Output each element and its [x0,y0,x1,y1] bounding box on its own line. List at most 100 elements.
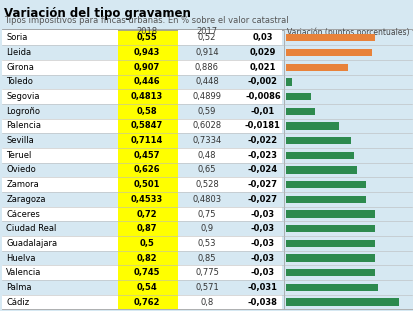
Text: 0,4899: 0,4899 [192,92,221,101]
Text: -0,01: -0,01 [250,107,274,116]
Text: Girona: Girona [6,63,34,72]
Text: 0,029: 0,029 [249,48,275,57]
Text: Valencia: Valencia [6,268,41,277]
Text: Variación del tipo gravamen: Variación del tipo gravamen [4,7,190,20]
Text: Sevilla: Sevilla [6,136,34,145]
Bar [2,207,118,221]
Bar [283,45,411,60]
Text: Tipos impositivos para fincas urbanas. En % sobre el valor catastral: Tipos impositivos para fincas urbanas. E… [4,16,288,25]
Bar [178,133,281,148]
Text: Lleida: Lleida [6,48,31,57]
Bar [285,269,374,276]
Bar [178,280,281,295]
Text: 0,571: 0,571 [195,283,218,292]
Text: 0,03: 0,03 [252,33,273,42]
Text: 0,9: 0,9 [200,224,213,233]
Text: 0,914: 0,914 [195,48,218,57]
Bar [283,133,411,148]
Text: 0,528: 0,528 [195,180,218,189]
Bar [285,63,347,71]
Text: -0,024: -0,024 [247,165,277,174]
Text: Zamora: Zamora [6,180,39,189]
Text: 0,5847: 0,5847 [131,121,163,130]
Text: 0,8: 0,8 [200,298,213,307]
Bar [2,177,118,192]
Text: -0,023: -0,023 [247,151,277,160]
Text: 0,87: 0,87 [136,224,157,233]
Text: 0,446: 0,446 [133,77,160,86]
Text: 0,4813: 0,4813 [131,92,163,101]
Text: -0,027: -0,027 [247,180,277,189]
Bar [285,240,374,247]
Bar [178,89,281,104]
Bar [2,89,118,104]
Bar [2,221,118,236]
Bar [178,104,281,118]
Text: 0,448: 0,448 [195,77,218,86]
Bar [2,251,118,265]
Bar [2,192,118,207]
Text: 0,72: 0,72 [136,210,157,219]
Bar [283,75,411,89]
Text: 0,4533: 0,4533 [131,195,163,204]
Text: Guadalajara: Guadalajara [6,239,57,248]
Bar [2,295,118,309]
Bar [178,45,281,60]
Bar [178,251,281,265]
Text: Logroño: Logroño [6,107,40,116]
Text: 0,7334: 0,7334 [192,136,221,145]
Text: 0,775: 0,775 [195,268,218,277]
Bar [2,236,118,251]
Bar [285,49,371,56]
Bar [118,30,178,309]
Bar [285,254,374,262]
Text: -0,03: -0,03 [250,268,274,277]
Text: 0,65: 0,65 [197,165,216,174]
Text: 0,745: 0,745 [133,268,160,277]
Bar [285,108,315,115]
Bar [283,177,411,192]
Text: -0,03: -0,03 [250,239,274,248]
Bar [178,192,281,207]
Bar [283,163,411,177]
Bar [283,236,411,251]
Bar [283,280,411,295]
Bar [2,265,118,280]
Text: Cáceres: Cáceres [6,210,40,219]
Text: -0,038: -0,038 [247,298,277,307]
Bar [178,118,281,133]
Bar [178,236,281,251]
Text: Zaragoza: Zaragoza [6,195,45,204]
Text: -0,0181: -0,0181 [244,121,280,130]
Text: Teruel: Teruel [6,151,31,160]
Text: Toledo: Toledo [6,77,33,86]
Bar [283,295,411,309]
Text: 0,55: 0,55 [136,33,157,42]
Text: 0,59: 0,59 [197,107,216,116]
Bar [2,75,118,89]
Text: 0,626: 0,626 [133,165,160,174]
Text: Segovia: Segovia [6,92,40,101]
Bar [178,221,281,236]
Text: -0,031: -0,031 [247,283,277,292]
Bar [283,221,411,236]
Text: 0,021: 0,021 [249,63,275,72]
Bar [285,93,311,100]
Bar [2,163,118,177]
Text: 0,886: 0,886 [195,63,218,72]
Text: 2018: 2018 [136,27,157,36]
Bar [283,265,411,280]
Text: 0,501: 0,501 [133,180,160,189]
Text: 0,85: 0,85 [197,253,216,262]
Bar [285,196,365,203]
Text: Variación (puntos porcentuales): Variación (puntos porcentuales) [286,27,408,37]
Bar [283,192,411,207]
Text: Huelva: Huelva [6,253,36,262]
Bar [285,34,374,41]
Text: 0,58: 0,58 [136,107,157,116]
Bar [285,122,339,130]
Bar [285,151,353,159]
Text: 0,82: 0,82 [136,253,157,262]
Text: Cádiz: Cádiz [6,298,29,307]
Text: 2017: 2017 [196,27,217,36]
